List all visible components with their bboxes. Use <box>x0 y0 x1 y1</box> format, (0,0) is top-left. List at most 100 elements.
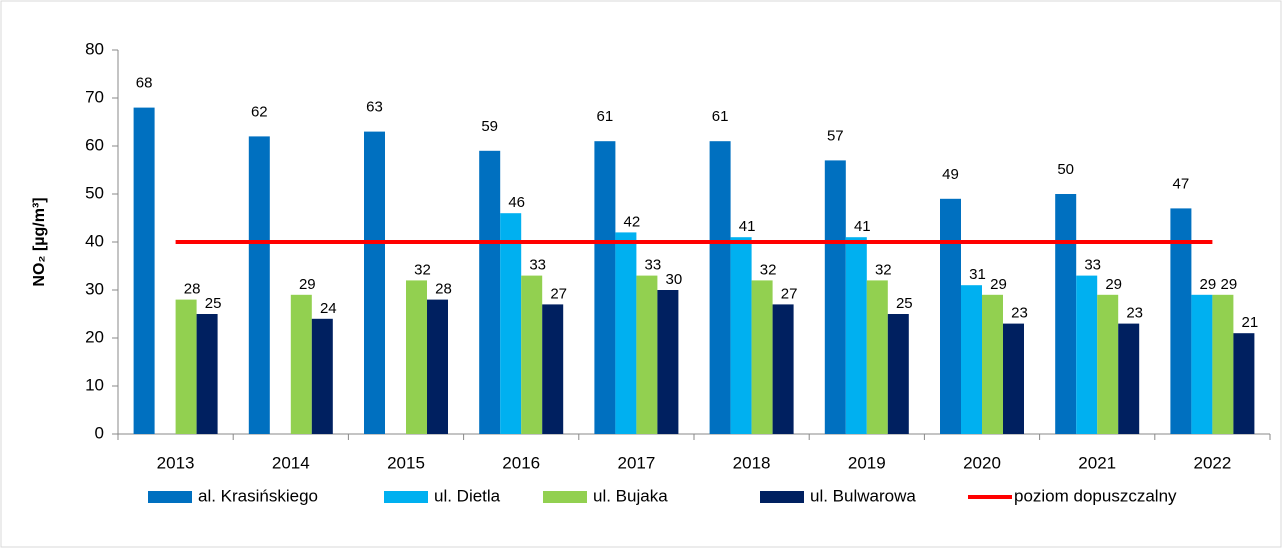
bar <box>961 285 982 434</box>
bar <box>248 136 270 434</box>
x-tick-label: 2021 <box>1078 453 1116 472</box>
data-label: 50 <box>1057 161 1074 178</box>
data-label: 28 <box>184 281 201 298</box>
bar <box>824 160 846 434</box>
data-label: 28 <box>435 281 452 298</box>
data-label: 21 <box>1242 314 1259 331</box>
data-label: 57 <box>827 127 844 144</box>
bar <box>615 232 637 434</box>
data-label: 25 <box>896 295 913 312</box>
bar <box>1003 323 1024 434</box>
bar <box>866 280 888 434</box>
y-tick-label: 30 <box>85 279 104 298</box>
x-tick-label: 2020 <box>963 453 1001 472</box>
legend-swatch <box>543 491 587 503</box>
data-label: 31 <box>969 266 986 283</box>
data-label: 30 <box>666 271 683 288</box>
data-label: 32 <box>875 261 892 278</box>
legend-label: poziom dopuszczalny <box>1014 486 1177 505</box>
y-tick-label: 50 <box>85 183 104 202</box>
data-label: 23 <box>1011 305 1028 322</box>
data-label: 46 <box>508 194 525 211</box>
y-tick-label: 40 <box>85 231 104 250</box>
x-tick-label: 2018 <box>733 453 771 472</box>
bar <box>1191 294 1213 434</box>
data-label: 25 <box>205 295 222 312</box>
legend-label: al. Krasińskiego <box>198 486 318 505</box>
y-axis-label: NO₂ [µg/m³] <box>31 197 48 286</box>
bar <box>1118 323 1140 434</box>
data-label: 33 <box>1084 257 1101 274</box>
bar <box>1055 194 1077 434</box>
data-label: 24 <box>320 300 337 317</box>
bar <box>845 237 867 434</box>
legend-swatch <box>760 491 804 503</box>
bar <box>940 198 961 434</box>
data-label: 23 <box>1126 305 1143 322</box>
bar <box>594 141 616 434</box>
bar <box>133 107 155 434</box>
data-label: 49 <box>942 166 959 183</box>
data-label: 29 <box>1105 276 1122 293</box>
legend-label: ul. Bujaka <box>593 486 668 505</box>
bar <box>196 314 218 434</box>
data-label: 59 <box>481 118 498 135</box>
legend-swatch <box>384 491 428 503</box>
legend-label: ul. Dietla <box>434 486 501 505</box>
y-tick-label: 10 <box>85 375 104 394</box>
bar <box>887 314 909 434</box>
data-label: 29 <box>1200 276 1217 293</box>
data-label: 33 <box>529 257 546 274</box>
bar <box>175 299 197 434</box>
bar <box>1076 275 1098 434</box>
data-label: 41 <box>739 218 756 235</box>
y-tick-label: 60 <box>85 135 104 154</box>
bar <box>772 304 794 434</box>
data-label: 68 <box>136 75 153 92</box>
x-tick-label: 2022 <box>1193 453 1231 472</box>
bar <box>751 280 773 434</box>
x-tick-label: 2019 <box>848 453 886 472</box>
bar <box>290 294 312 434</box>
data-label: 62 <box>251 103 268 120</box>
bar <box>542 304 564 434</box>
data-label: 33 <box>645 257 662 274</box>
y-tick-label: 20 <box>85 327 104 346</box>
bar <box>1170 208 1192 434</box>
bar <box>657 290 679 434</box>
bar <box>1212 294 1234 434</box>
bar <box>521 275 543 434</box>
legend-swatch <box>148 491 192 503</box>
data-label: 63 <box>366 99 383 116</box>
data-label: 27 <box>550 285 567 302</box>
legend-label: ul. Bulwarowa <box>810 486 916 505</box>
data-label: 27 <box>781 285 798 302</box>
bar <box>636 275 658 434</box>
data-label: 29 <box>299 276 316 293</box>
x-tick-label: 2015 <box>387 453 425 472</box>
bar <box>364 131 385 434</box>
data-label: 42 <box>624 213 641 230</box>
data-label: 61 <box>712 108 729 125</box>
x-tick-label: 2013 <box>157 453 195 472</box>
bar <box>479 150 501 435</box>
x-tick-label: 2017 <box>617 453 655 472</box>
bar <box>427 299 448 434</box>
data-label: 29 <box>990 276 1007 293</box>
data-label: 41 <box>854 218 871 235</box>
bar <box>500 213 522 434</box>
data-label: 61 <box>597 108 614 125</box>
y-tick-label: 70 <box>85 87 104 106</box>
y-tick-label: 80 <box>85 39 104 58</box>
data-label: 32 <box>414 261 431 278</box>
y-tick-label: 0 <box>95 423 104 442</box>
x-tick-label: 2016 <box>502 453 540 472</box>
bar <box>730 237 752 434</box>
bar <box>1233 333 1255 434</box>
data-label: 47 <box>1173 175 1190 192</box>
bar <box>982 294 1003 434</box>
bar <box>1097 294 1119 434</box>
bar <box>709 141 731 434</box>
bar <box>311 318 333 434</box>
